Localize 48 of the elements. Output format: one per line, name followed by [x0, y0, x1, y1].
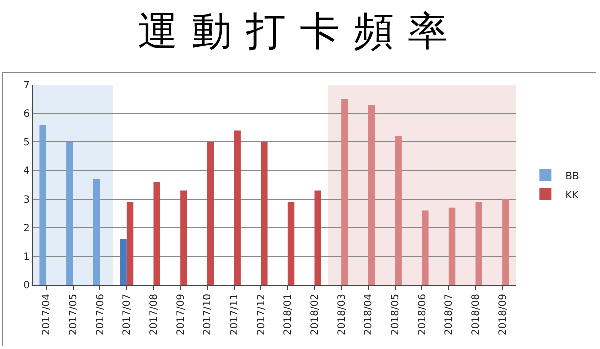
bar — [502, 199, 510, 285]
bar — [422, 210, 429, 285]
bar — [66, 142, 74, 285]
y-tick-label: 1 — [24, 252, 30, 263]
x-tick-label: 2017/11 — [230, 294, 240, 336]
x-tick-label: 2018/07 — [444, 294, 456, 336]
bar — [154, 182, 160, 285]
y-tick-label: 3 — [24, 194, 30, 206]
bar — [261, 142, 268, 285]
x-tick-label: 2018/04 — [364, 294, 375, 336]
chart-title: 運動打卡頻率 — [137, 8, 463, 57]
bar — [234, 130, 241, 285]
bar — [368, 105, 376, 285]
x-tick-label: 2018/05 — [390, 294, 402, 336]
bar — [207, 142, 214, 285]
bar — [93, 179, 100, 285]
y-tick-label: 6 — [24, 109, 30, 120]
bar — [126, 202, 134, 285]
x-tick-label: 2017/08 — [149, 294, 160, 336]
x-tick-label: 2017/04 — [42, 294, 53, 336]
bar — [120, 239, 127, 285]
x-tick-label: 2018/09 — [498, 294, 509, 336]
x-tick-label: 2017/07 — [122, 294, 134, 336]
y-tick-label: 0 — [24, 280, 30, 292]
x-tick-label: 2018/03 — [336, 294, 348, 336]
x-tick-label: 2017/10 — [202, 294, 214, 336]
x-tick-label: 2017/12 — [256, 294, 268, 336]
x-tick-label: 2017/09 — [176, 294, 187, 336]
bar — [395, 136, 402, 285]
x-tick-label: 2018/08 — [471, 294, 482, 336]
bar — [40, 125, 46, 285]
bar — [180, 190, 188, 285]
y-tick-label: 7 — [24, 80, 30, 92]
bar — [314, 190, 322, 285]
x-tick-label: 2018/01 — [283, 294, 294, 336]
y-tick-label: 2 — [24, 223, 30, 234]
bar — [342, 99, 348, 285]
legend-label: BB — [566, 171, 580, 182]
bar — [448, 208, 456, 285]
y-tick-label: 5 — [24, 138, 30, 149]
x-tick-label: 2018/02 — [310, 294, 321, 336]
bar — [476, 202, 482, 285]
x-tick-label: 2018/06 — [417, 294, 428, 336]
legend-label: KK — [566, 190, 580, 202]
x-tick-label: 2017/05 — [68, 294, 80, 336]
y-tick-label: 4 — [24, 166, 30, 178]
x-tick-label: 2017/06 — [95, 294, 106, 336]
bar — [288, 202, 295, 285]
